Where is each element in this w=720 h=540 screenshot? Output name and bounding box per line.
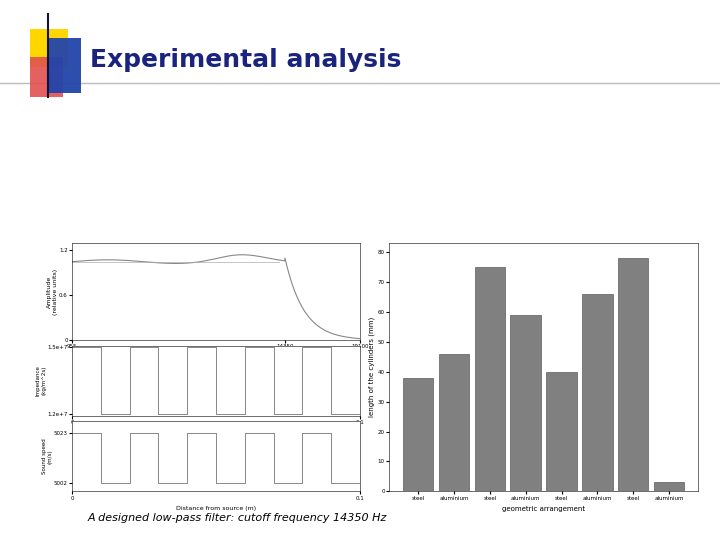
Bar [48, 38, 81, 93]
Text: A designed low-pass filter: cutoff frequency 14350 Hz: A designed low-pass filter: cutoff frequ… [88, 514, 387, 523]
Text: Experimental analysis: Experimental analysis [90, 48, 401, 72]
X-axis label: Frequency (Hz): Frequency (Hz) [189, 355, 243, 361]
Y-axis label: Impedance
(kg/m^2s): Impedance (kg/m^2s) [35, 365, 46, 396]
X-axis label: Distance from source (m): Distance from source (m) [176, 506, 256, 511]
Bar [654, 482, 684, 491]
X-axis label: Distance from source (m): Distance from source (m) [176, 430, 256, 436]
X-axis label: geometric arrangement: geometric arrangement [502, 506, 585, 512]
Bar [582, 294, 613, 491]
Bar [546, 372, 577, 491]
Bar [618, 258, 649, 491]
Y-axis label: Sound speed
(m/s): Sound speed (m/s) [42, 438, 53, 474]
Y-axis label: Amplitude
(relative units): Amplitude (relative units) [47, 268, 58, 315]
Bar [30, 29, 68, 67]
Bar [30, 57, 63, 97]
Bar [474, 267, 505, 491]
Bar [438, 354, 469, 491]
Bar [510, 315, 541, 491]
Y-axis label: length of the cylinders (mm): length of the cylinders (mm) [369, 317, 375, 417]
Bar [403, 377, 433, 491]
